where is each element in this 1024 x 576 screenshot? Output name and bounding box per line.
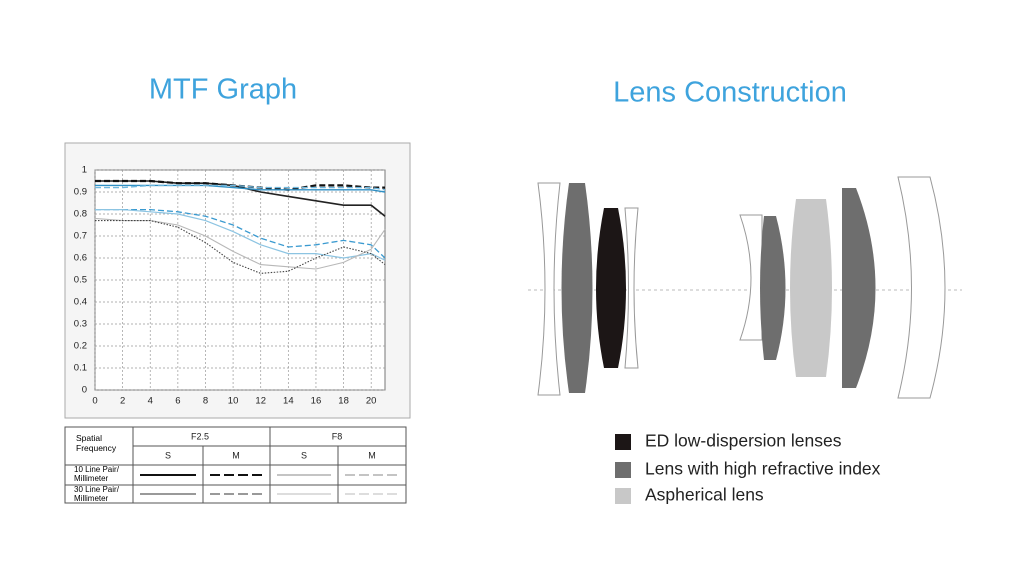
legend-swatch <box>615 488 631 504</box>
lens-title: Lens Construction <box>613 77 847 109</box>
legend-text: Lens with high refractive index <box>645 459 881 479</box>
lens-element <box>561 183 593 393</box>
subheader: S <box>301 450 307 460</box>
x-tick-label: 20 <box>366 396 377 407</box>
lens-element <box>596 208 626 368</box>
y-tick-label: 0.4 <box>74 297 87 308</box>
y-tick-label: 0.9 <box>74 187 87 198</box>
lines <box>94 179 386 274</box>
legend-swatch <box>615 462 631 478</box>
lens-element <box>897 176 946 399</box>
legend-text: Aspherical lens <box>645 485 764 505</box>
mtf-title: MTF Graph <box>149 74 297 106</box>
subheader: M <box>368 450 376 460</box>
corner-cell: Spatial Frequency <box>76 433 117 453</box>
y-tick-label: 0.6 <box>74 253 87 264</box>
x-tick-label: 0 <box>92 396 97 407</box>
legend-swatch <box>615 434 631 450</box>
legend-text: ED low-dispersion lenses <box>645 431 842 451</box>
aperture-header: F8 <box>332 431 343 441</box>
mtf-line <box>95 179 385 191</box>
mtf-line <box>95 208 386 259</box>
x-tick-label: 16 <box>311 396 322 407</box>
lens-diagram <box>528 176 962 399</box>
aperture-header: F2.5 <box>191 431 209 441</box>
x-tick-label: 10 <box>228 396 239 407</box>
y-tick-label: 0.3 <box>74 319 87 330</box>
corner-text: Spatial Frequency <box>76 433 117 453</box>
lens-element <box>537 182 561 396</box>
mtf-line <box>95 209 386 261</box>
y-tick-label: 0.7 <box>74 231 87 242</box>
grid: 00.10.20.30.40.50.60.70.80.910 2 4 6 8 10 12 14… <box>74 165 385 407</box>
row-cell: 10 Line Pair/ Millimeter <box>74 465 119 483</box>
y-tick-label: 0.2 <box>74 341 87 352</box>
lens-element <box>790 199 832 377</box>
legend-table <box>64 426 407 504</box>
x-tick-label: 8 <box>203 396 208 407</box>
x-tick-label: 4 <box>148 396 153 407</box>
row-label: 30 Line Pair/ Millimeter <box>74 485 119 503</box>
x-tick-label: 14 <box>283 396 294 407</box>
row-cell: 30 Line Pair/ Millimeter <box>74 485 119 503</box>
y-tick-label: 0.8 <box>74 209 87 220</box>
subheader: M <box>232 450 240 460</box>
x-tick-label: 12 <box>255 396 266 407</box>
row-label: 10 Line Pair/ Millimeter <box>74 465 119 483</box>
y-tick-label: 0.1 <box>74 363 87 374</box>
lens-element <box>624 207 639 369</box>
x-tick-label: 18 <box>338 396 349 407</box>
mtf-line <box>95 184 386 191</box>
y-tick-label: 0 <box>82 385 87 396</box>
subheader: S <box>165 450 171 460</box>
lens-element <box>842 188 876 388</box>
x-tick-label: 2 <box>120 396 125 407</box>
x-tick-label: 6 <box>175 396 180 407</box>
mtf-line <box>94 217 386 270</box>
lens-element <box>739 214 763 341</box>
y-tick-label: 0.5 <box>74 275 87 286</box>
y-tick-label: 1 <box>82 165 87 176</box>
lens-element <box>760 216 786 360</box>
